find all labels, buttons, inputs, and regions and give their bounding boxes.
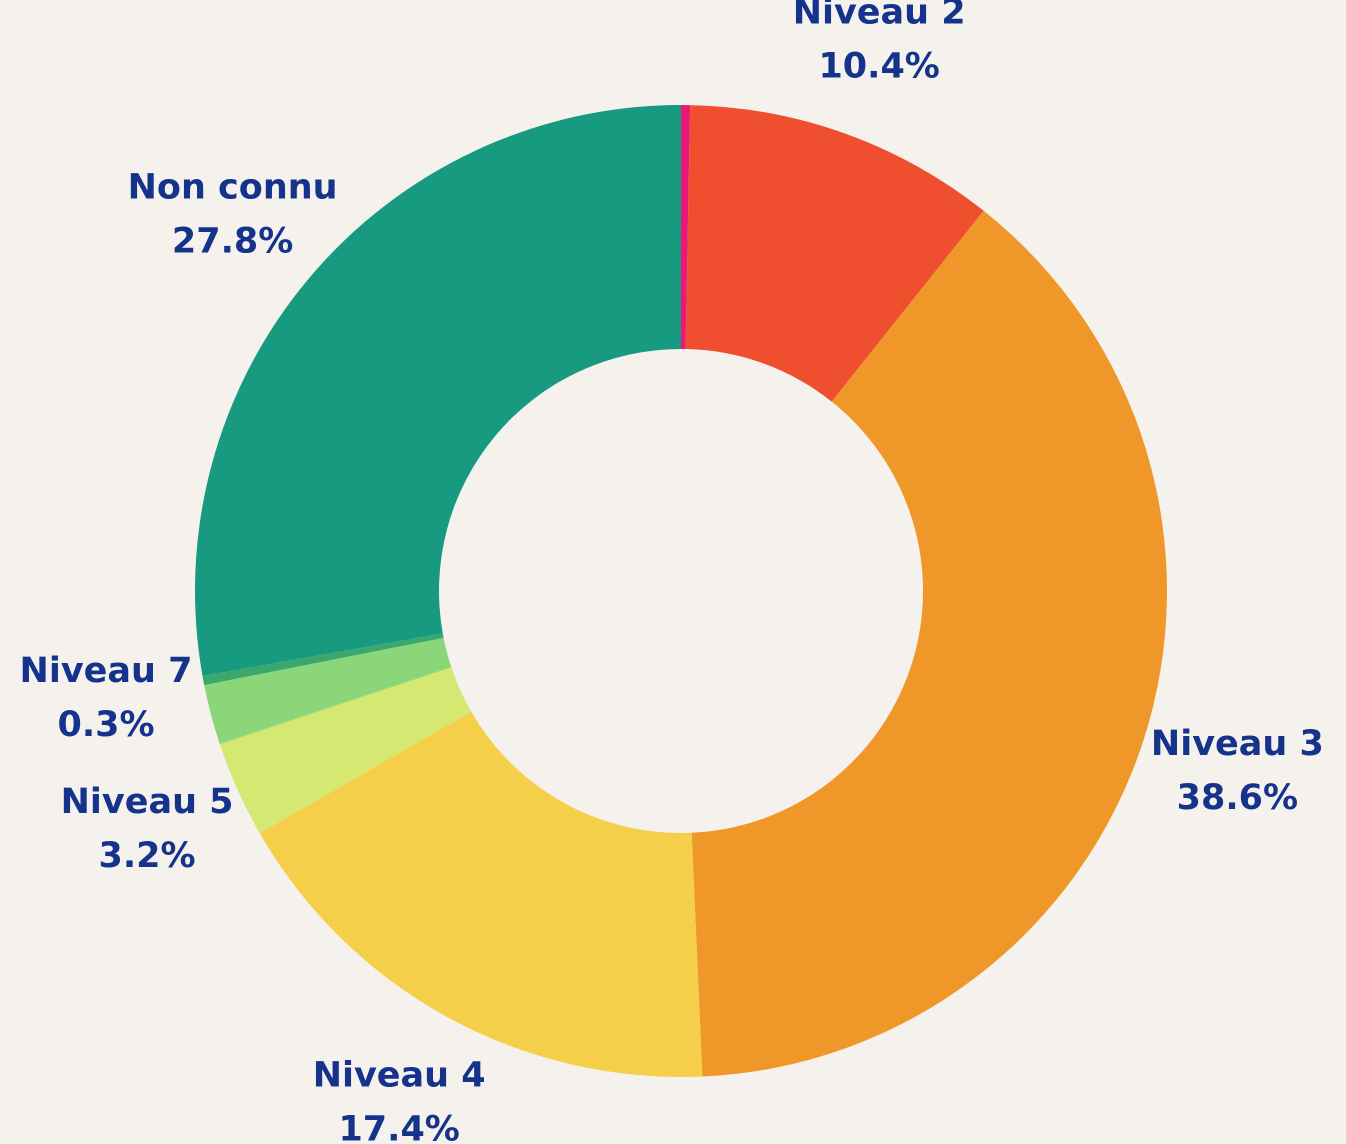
- slice-label: Non connu: [128, 167, 338, 207]
- donut-slice: [685, 105, 984, 402]
- slice-value: 38.6%: [1177, 778, 1298, 818]
- slice-label: Niveau 7: [20, 651, 193, 691]
- donut-slice: [204, 637, 452, 745]
- donut-slice: [259, 711, 703, 1077]
- donut-slice: [219, 667, 472, 834]
- donut-slice: [681, 105, 691, 350]
- donut-slice: [202, 633, 444, 686]
- donut-slice: [195, 105, 681, 677]
- donut-slice: [691, 210, 1167, 1077]
- slice-label: Niveau 4: [313, 1056, 486, 1096]
- slice-label: Niveau 2: [793, 0, 966, 33]
- slice-value: 27.8%: [172, 221, 293, 261]
- slice-value: 10.4%: [818, 47, 939, 87]
- slice-label: Niveau 5: [61, 782, 234, 822]
- slice-value: 0.3%: [57, 705, 154, 745]
- slice-label: Niveau 3: [1151, 724, 1324, 764]
- slice-value: 3.2%: [99, 836, 196, 876]
- slice-value: 17.4%: [338, 1110, 459, 1144]
